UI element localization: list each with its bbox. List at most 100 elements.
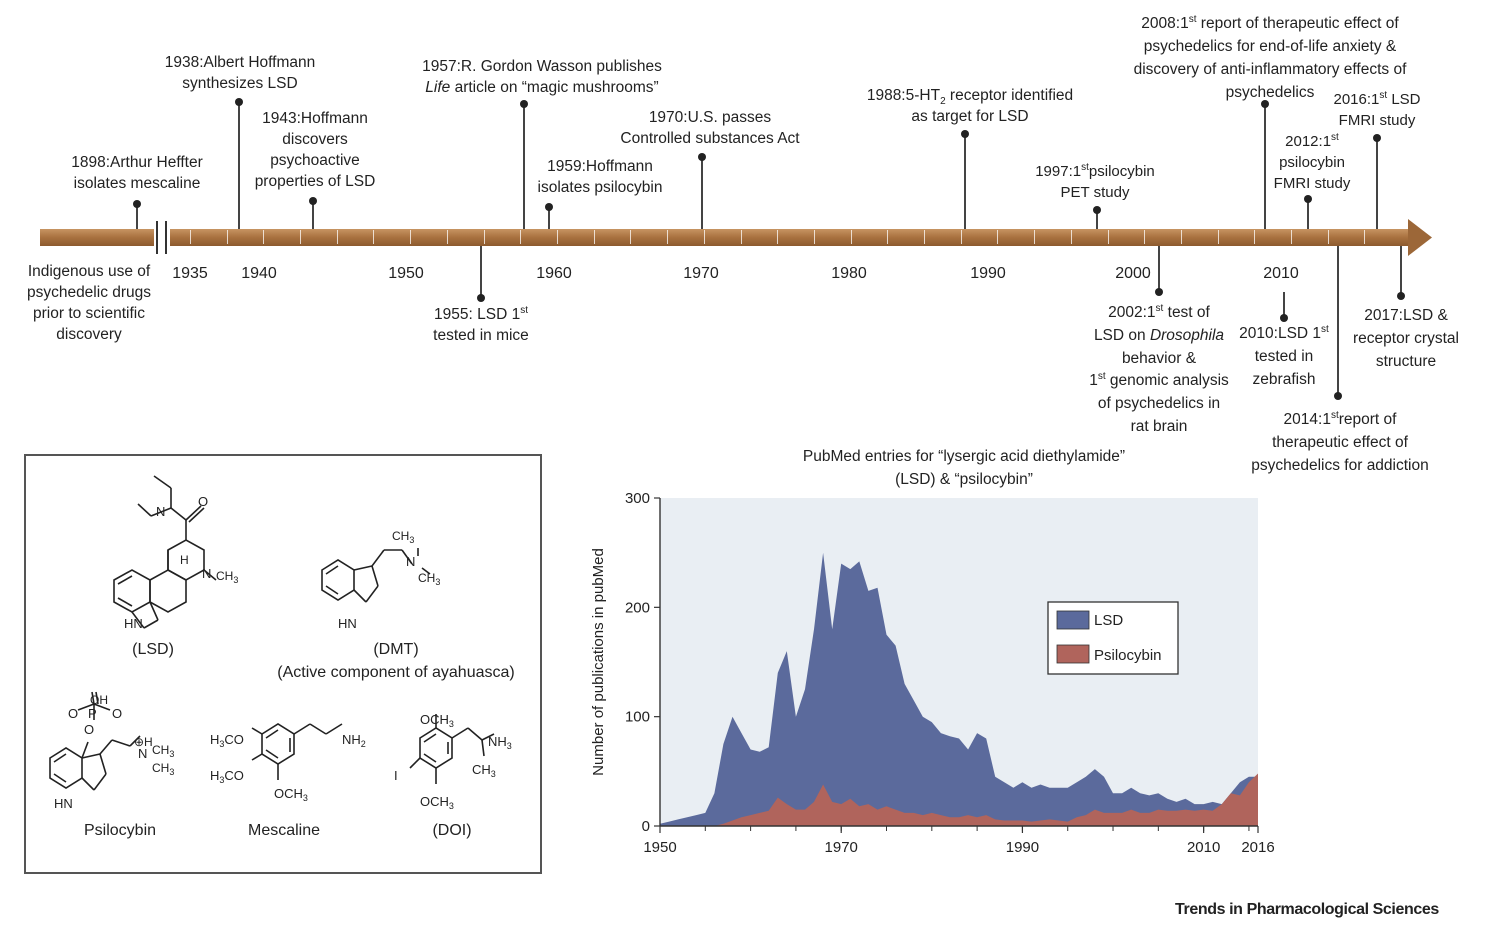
timeline-tick [630, 230, 631, 244]
timeline-tick [667, 230, 668, 244]
svg-text:HN: HN [54, 796, 73, 811]
timeline-tick [337, 230, 338, 244]
mescaline-label: Mescaline [247, 822, 321, 839]
dot-2014 [1334, 392, 1342, 400]
timeline-tick [777, 230, 778, 244]
svg-text:HN: HN [124, 616, 143, 631]
svg-text:N: N [202, 566, 211, 581]
x-tick-label: 2016 [1241, 839, 1274, 856]
timeline-tick [961, 230, 962, 244]
year-label-1950: 1950 [388, 265, 424, 282]
dot-1997 [1093, 206, 1101, 214]
svg-text:CH3: CH3 [152, 761, 174, 777]
svg-text:CH3: CH3 [152, 743, 174, 759]
timeline-tick [997, 230, 998, 244]
event-2012: 2012:1st psilocybin FMRI study [1273, 132, 1351, 193]
svg-text:CH3: CH3 [472, 762, 496, 779]
svg-text:NH3: NH3 [488, 734, 512, 751]
indigenous-use-label: Indigenous use of psychedelic drugs prio… [26, 263, 152, 343]
timeline-tick [520, 230, 521, 244]
svg-text:N: N [138, 746, 147, 761]
stem-2017 [1400, 246, 1402, 296]
timeline-tick [300, 230, 301, 244]
timeline-tick [741, 230, 742, 244]
event-1988: 1988:5-HT2 receptor identified as target… [866, 87, 1074, 125]
x-tick-label: 1990 [1006, 839, 1039, 856]
timeline-tick [1144, 230, 1145, 244]
dot-1959 [545, 203, 553, 211]
event-1943: 1943:Hoffmann discovers psychoactive pro… [254, 110, 376, 190]
svg-text:HN: HN [338, 616, 357, 631]
svg-text:CH3: CH3 [392, 529, 414, 545]
event-1957: 1957:R. Gordon Wasson publishes Life art… [422, 58, 662, 96]
doi-structure [409, 714, 495, 784]
svg-text:OCH3: OCH3 [274, 786, 308, 803]
svg-text:CH3: CH3 [418, 571, 440, 587]
timeline-tick [851, 230, 852, 244]
dot-1938 [235, 98, 243, 106]
timeline-tick [1218, 230, 1219, 244]
chart-legend: LSD Psilocybin [1047, 601, 1179, 675]
stem-1957 [523, 104, 525, 229]
timeline-tick [924, 230, 925, 244]
timeline-tick [1181, 230, 1182, 244]
svg-text:P: P [88, 706, 97, 721]
timeline-tick [447, 230, 448, 244]
pubmed-area-chart: PubMed entries for “lysergic acid diethy… [590, 448, 1275, 856]
stem-2012 [1307, 199, 1309, 229]
area-series-lsd [660, 552, 1258, 826]
timeline-tick [887, 230, 888, 244]
svg-text:H3CO: H3CO [210, 768, 244, 785]
doi-label: (DOI) [432, 822, 472, 839]
svg-text:N: N [406, 554, 415, 569]
svg-text:N: N [156, 504, 165, 519]
timeline-tick [1364, 230, 1365, 244]
year-label-2010: 2010 [1263, 265, 1299, 282]
x-tick-label: 2010 [1187, 839, 1220, 856]
year-label-1980: 1980 [831, 265, 867, 282]
svg-text:H: H [180, 553, 189, 567]
event-1938: 1938:Albert Hoffmann synthesizes LSD [164, 54, 316, 92]
svg-text:O: O [84, 722, 94, 737]
legend-swatch-lsd [1056, 610, 1090, 630]
psilocybin-structure [49, 691, 141, 791]
event-2002: 2002:1st test of LSD on Drosophila behav… [1089, 302, 1229, 435]
dot-1955 [477, 294, 485, 302]
y-axis-label: Number of publications in pubMed [590, 548, 607, 776]
svg-text:OCH3: OCH3 [420, 712, 454, 729]
timeline-tick [227, 230, 228, 244]
year-label-1940: 1940 [241, 265, 277, 282]
chart-title-line1: PubMed entries for “lysergic acid diethy… [803, 448, 1125, 465]
timeline-tick [814, 230, 815, 244]
timeline-tick [704, 230, 705, 244]
timeline-tick [263, 230, 264, 244]
x-tick-label: 1950 [643, 839, 676, 856]
event-2010: 2010:LSD 1st tested in zebrafish [1239, 323, 1329, 388]
y-tick-label: 300 [625, 490, 650, 507]
dmt-description: (Active component of ayahuasca) [277, 664, 515, 681]
year-label-1960: 1960 [536, 265, 572, 282]
y-tick-label: 0 [642, 818, 650, 835]
event-1955: 1955: LSD 1st tested in mice [433, 304, 529, 344]
dot-1957 [520, 100, 528, 108]
mescaline-structure [251, 723, 343, 780]
stem-1938 [238, 102, 240, 229]
stem-2014 [1337, 246, 1339, 396]
timeline-tick [373, 230, 374, 244]
dot-1943 [309, 197, 317, 205]
timeline-tick [484, 230, 485, 244]
svg-text:OH: OH [90, 693, 108, 707]
legend-label-lsd: LSD [1094, 612, 1123, 629]
svg-text:O: O [68, 706, 78, 721]
stem-1955 [480, 246, 482, 298]
dot-2002 [1155, 288, 1163, 296]
event-2008: 2008:1st report of therapeutic effect of… [1133, 13, 1407, 101]
stem-1959 [548, 207, 550, 229]
stem-2008 [1264, 104, 1266, 229]
stem-1943 [312, 201, 314, 229]
svg-text:H3CO: H3CO [210, 732, 244, 749]
chart-title-line2: (LSD) & “psilocybin” [895, 471, 1033, 488]
stem-2016 [1376, 138, 1378, 229]
event-2017: 2017:LSD & receptor crystal structure [1353, 307, 1459, 370]
event-1959: 1959:Hoffmann isolates psilocybin [537, 158, 663, 196]
